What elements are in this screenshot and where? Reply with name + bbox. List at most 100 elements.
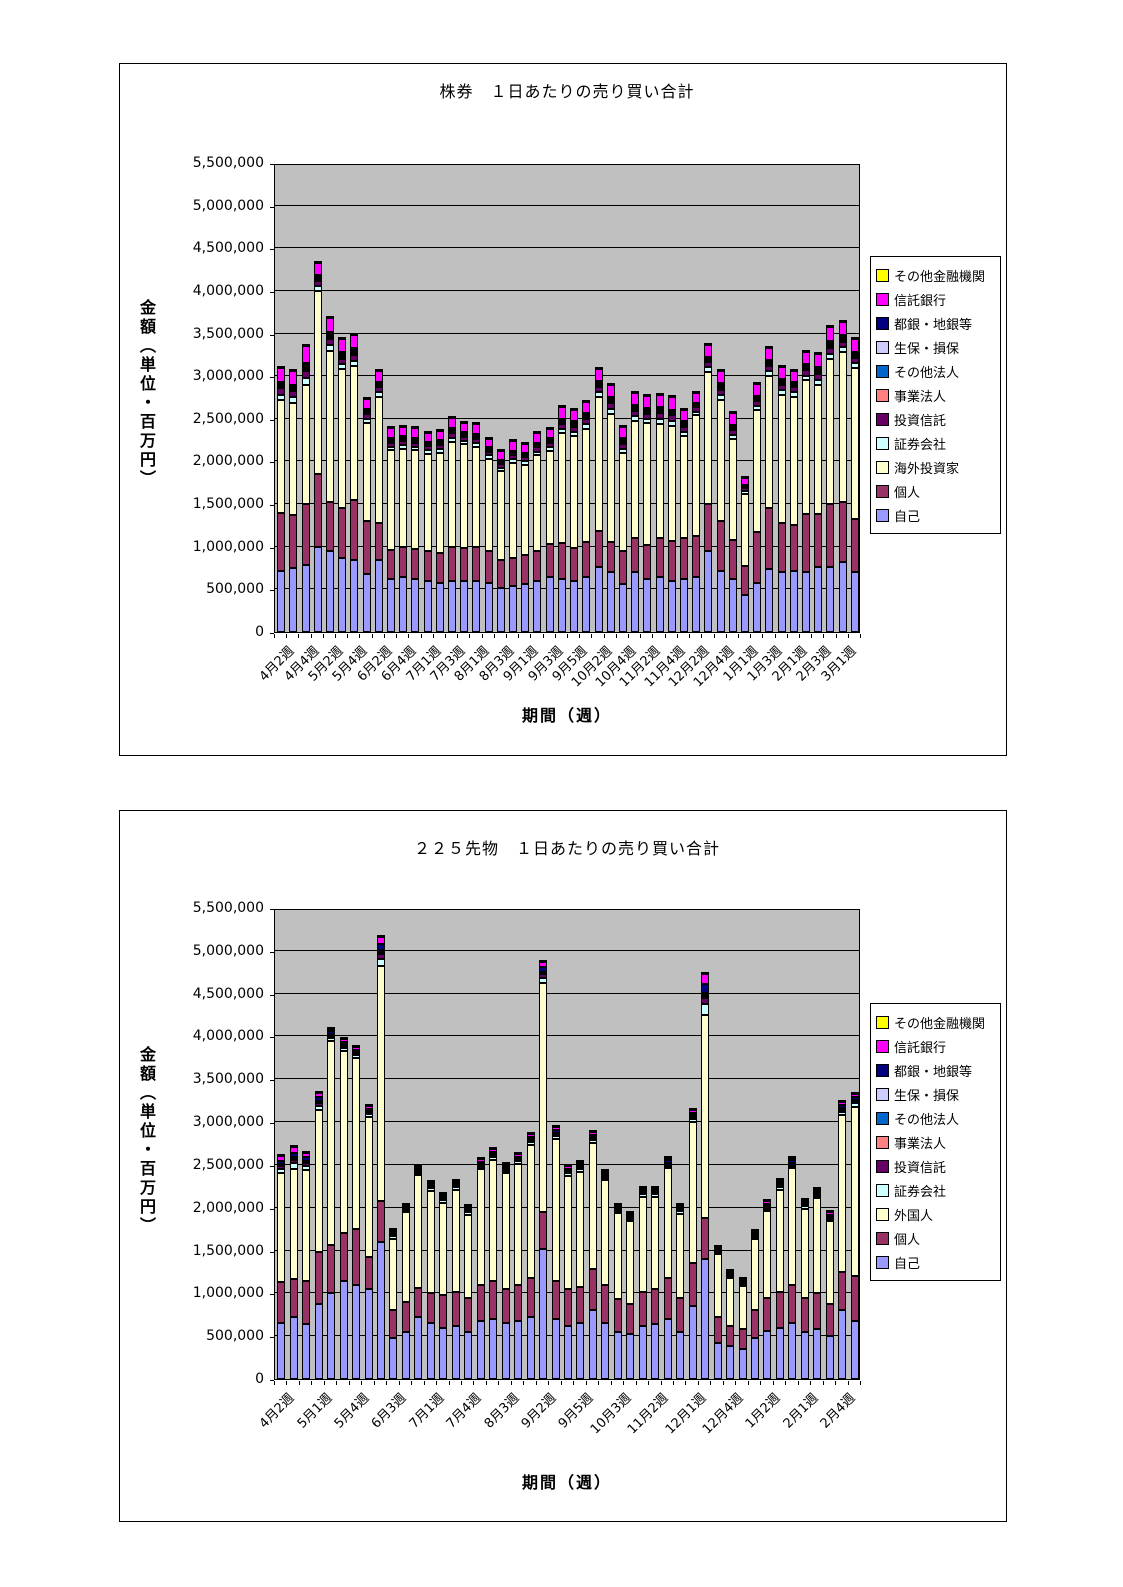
bar-segment-投資信託 — [436, 445, 444, 449]
bar-segment-その他金融機関 — [626, 1211, 634, 1213]
x-tick-mark — [548, 1381, 549, 1385]
bar-segment-証券会社 — [753, 406, 761, 410]
bar-segment-その他法人 — [277, 385, 285, 387]
legend-label: その他金融機関 — [894, 269, 986, 285]
gridline — [275, 460, 859, 461]
legend-label: その他金融機関 — [894, 1016, 986, 1032]
bar-segment-投資信託 — [509, 455, 517, 459]
bar-segment-生保・損保 — [704, 358, 712, 360]
y-tick-label: 3,500,000 — [192, 326, 264, 342]
bar-segment-その他金融機関 — [289, 369, 297, 371]
bar-segment-その他金融機関 — [729, 411, 737, 413]
x-tick-mark — [536, 1381, 537, 1385]
bar-segment-その他金融機関 — [765, 346, 773, 348]
y-tick-label: 5,500,000 — [192, 900, 264, 916]
bar-segment-信託銀行 — [601, 1171, 609, 1173]
bar-segment-証券会社 — [651, 1194, 659, 1197]
bar-segment-都銀・地銀等 — [570, 421, 578, 423]
bar-segment-海外投資家 — [851, 368, 859, 519]
bar-segment-証券会社 — [631, 416, 639, 421]
bar-segment-証券会社 — [765, 371, 773, 376]
x-tick-mark — [311, 1381, 312, 1385]
bar-segment-その他金融機関 — [448, 416, 456, 418]
gridline — [275, 418, 859, 419]
chart-title: 株券 １日あたりの売り買い合計 — [439, 82, 695, 101]
bar-segment-自己 — [814, 567, 822, 632]
bar-segment-信託銀行 — [851, 1094, 859, 1097]
bar-segment-信託銀行 — [552, 1127, 560, 1130]
x-tick-mark — [750, 634, 751, 638]
bar-segment-投資信託 — [838, 1110, 846, 1112]
bar-segment-信託銀行 — [763, 1201, 771, 1204]
x-tick-mark — [773, 1381, 774, 1385]
bar-segment-事業法人 — [326, 337, 334, 339]
bar-segment-信託銀行 — [338, 339, 346, 352]
bar-segment-信託銀行 — [607, 385, 615, 397]
bar-segment-生保・損保 — [643, 409, 651, 411]
legend-swatch-icon — [876, 1207, 889, 1221]
bar-segment-自己 — [546, 577, 554, 632]
bar-segment-信託銀行 — [477, 1159, 485, 1162]
bar-segment-信託銀行 — [668, 397, 676, 410]
x-tick-mark — [482, 634, 483, 638]
bar-segment-個人 — [851, 1276, 859, 1321]
bar-segment-信託銀行 — [489, 1149, 497, 1152]
bar-segment-投資信託 — [729, 430, 737, 435]
bar-segment-事業法人 — [314, 279, 322, 281]
bar-segment-生保・損保 — [338, 354, 346, 356]
bar-segment-信託銀行 — [277, 1156, 285, 1161]
y-tick-label: 3,000,000 — [192, 368, 264, 384]
bar-segment-証券会社 — [558, 429, 566, 433]
bar-segment-投資信託 — [338, 359, 346, 364]
bar-segment-証券会社 — [788, 1166, 796, 1168]
bar-segment-自己 — [788, 1323, 796, 1379]
bar-segment-信託銀行 — [790, 371, 798, 382]
bar-segment-信託銀行 — [411, 428, 419, 438]
bar-segment-その他法人 — [778, 382, 786, 384]
bar-segment-外国人 — [389, 1239, 397, 1310]
bar-segment-都銀・地銀等 — [552, 1130, 560, 1133]
x-tick-mark — [361, 1381, 362, 1385]
bar-segment-その他金融機関 — [790, 369, 798, 371]
y-tick-mark — [270, 1123, 274, 1124]
x-tick-mark — [286, 1381, 287, 1385]
bar-segment-証券会社 — [668, 421, 676, 426]
legend-label: その他法人 — [894, 1112, 960, 1128]
bar-segment-証券会社 — [315, 1106, 323, 1110]
bar-segment-証券会社 — [424, 450, 432, 454]
legend-item-生保・損保: 生保・損保 — [876, 335, 995, 359]
bar-segment-証券会社 — [790, 392, 798, 397]
bar-segment-都銀・地銀等 — [439, 1196, 447, 1198]
bar-segment-外国人 — [676, 1214, 684, 1298]
bar-segment-その他金融機関 — [533, 431, 541, 433]
x-tick-mark — [411, 1381, 412, 1385]
bar-segment-個人 — [729, 540, 737, 579]
gridline — [275, 375, 859, 376]
bar-segment-その他金融機関 — [302, 344, 310, 346]
bar-segment-証券会社 — [340, 1048, 348, 1051]
x-tick-mark — [701, 634, 702, 638]
bar-segment-その他金融機関 — [639, 1186, 647, 1188]
bar-segment-海外投資家 — [326, 351, 334, 502]
x-tick-mark — [359, 634, 360, 638]
legend-label: 個人 — [894, 485, 921, 501]
bar-segment-信託銀行 — [389, 1230, 397, 1232]
bar-segment-都銀・地銀等 — [527, 1137, 535, 1139]
bar-segment-信託銀行 — [448, 418, 456, 428]
y-tick-label: 0 — [255, 624, 264, 640]
bar-segment-証券会社 — [813, 1196, 821, 1198]
bar-segment-海外投資家 — [802, 380, 810, 514]
bar-segment-投資信託 — [689, 1117, 697, 1119]
bar-segment-証券会社 — [375, 392, 383, 397]
bar-segment-外国人 — [576, 1172, 584, 1287]
legend-item-都銀・地銀等: 都銀・地銀等 — [876, 311, 995, 335]
bar-segment-信託銀行 — [813, 1189, 821, 1191]
x-tick-mark — [710, 1381, 711, 1385]
bar-segment-証券会社 — [277, 1169, 285, 1173]
bar-segment-信託銀行 — [838, 1102, 846, 1105]
plot-area — [274, 164, 860, 633]
y-tick-mark — [270, 292, 274, 293]
bar-segment-都銀・地銀等 — [277, 1161, 285, 1164]
bar-segment-自己 — [338, 558, 346, 632]
bar-segment-自己 — [776, 1328, 784, 1379]
